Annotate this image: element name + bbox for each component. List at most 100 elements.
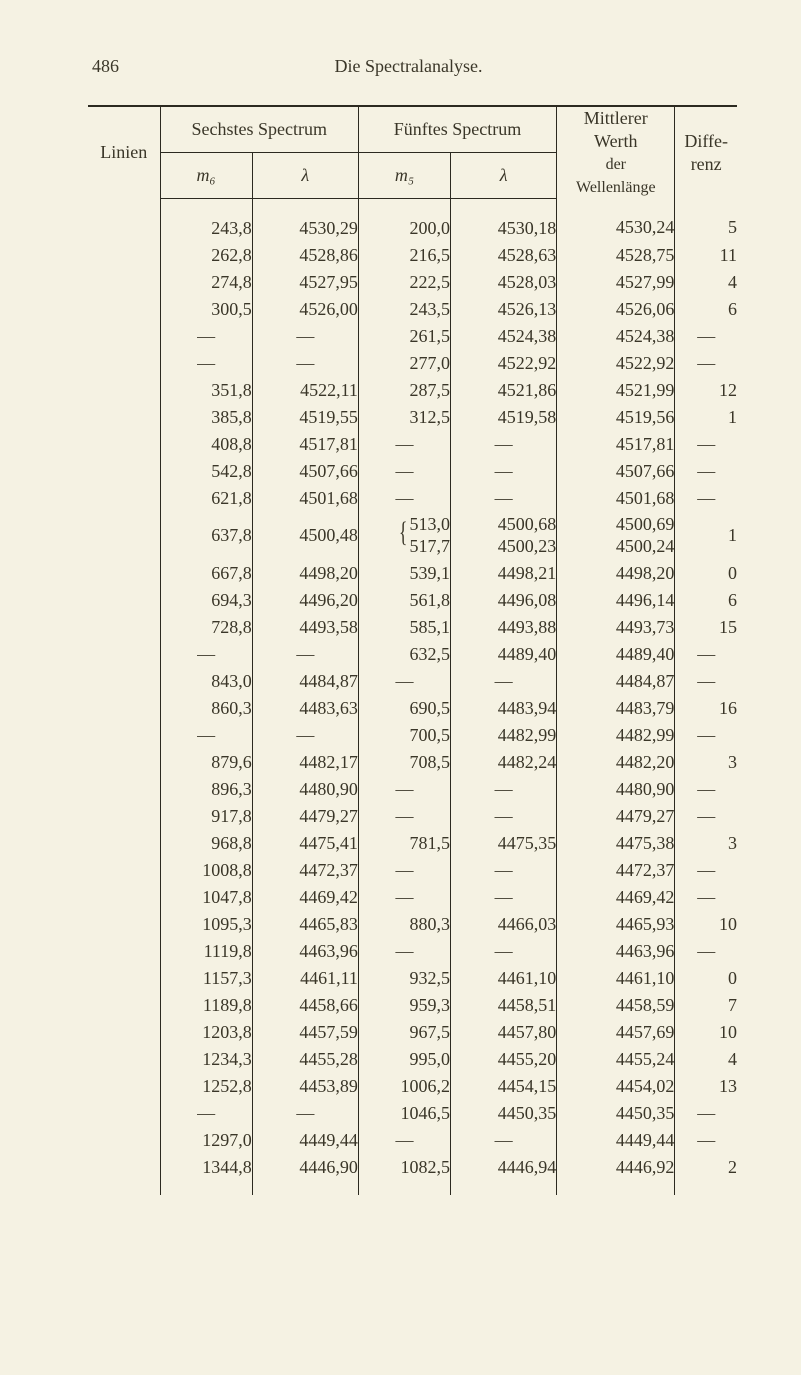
table-cell: 1344,8 bbox=[160, 1154, 252, 1181]
table-cell: 4461,10 bbox=[451, 965, 557, 992]
col-head-mittlerer: Mittlerer Werth der Wellenlänge bbox=[557, 106, 675, 198]
table-cell: 995,0 bbox=[358, 1046, 450, 1073]
table-cell: — bbox=[358, 884, 450, 911]
table-cell bbox=[88, 803, 160, 830]
table-cell bbox=[88, 350, 160, 377]
table-cell bbox=[88, 269, 160, 296]
table-cell: 4526,06 bbox=[557, 296, 675, 323]
table-cell: — bbox=[675, 803, 737, 830]
table-cell: 4479,27 bbox=[557, 803, 675, 830]
table-cell: — bbox=[451, 938, 557, 965]
table-cell: 4469,42 bbox=[252, 884, 358, 911]
table-row: 385,84519,55312,54519,584519,561 bbox=[88, 404, 737, 431]
table-cell: 4469,42 bbox=[557, 884, 675, 911]
table-cell: 312,5 bbox=[358, 404, 450, 431]
table-row: ——1046,54450,354450,35— bbox=[88, 1100, 737, 1127]
table-cell: 896,3 bbox=[160, 776, 252, 803]
table-row: 1344,84446,901082,54446,944446,922 bbox=[88, 1154, 737, 1181]
table-cell: 10 bbox=[675, 911, 737, 938]
table-cell: 4517,81 bbox=[252, 431, 358, 458]
table-cell: 12 bbox=[675, 377, 737, 404]
table-cell: 4461,10 bbox=[557, 965, 675, 992]
table-cell bbox=[88, 404, 160, 431]
table-cell: 4483,94 bbox=[451, 695, 557, 722]
table-cell: 6 bbox=[675, 296, 737, 323]
table-cell: 860,3 bbox=[160, 695, 252, 722]
table-cell: 13 bbox=[675, 1073, 737, 1100]
table-cell: — bbox=[675, 1127, 737, 1154]
table-cell: 967,5 bbox=[358, 1019, 450, 1046]
table-cell: — bbox=[451, 803, 557, 830]
table-cell: 4449,44 bbox=[252, 1127, 358, 1154]
table-row: 843,04484,87——4484,87— bbox=[88, 668, 737, 695]
table-cell: 4524,38 bbox=[557, 323, 675, 350]
table-cell: 4457,69 bbox=[557, 1019, 675, 1046]
table-row: 262,84528,86216,54528,634528,7511 bbox=[88, 242, 737, 269]
table-cell: — bbox=[675, 1100, 737, 1127]
table-row: 1008,84472,37——4472,37— bbox=[88, 857, 737, 884]
table-cell: 539,1 bbox=[358, 560, 450, 587]
table-cell: — bbox=[160, 323, 252, 350]
table-cell bbox=[88, 776, 160, 803]
table-cell: 4528,03 bbox=[451, 269, 557, 296]
table-cell: 879,6 bbox=[160, 749, 252, 776]
table-cell: 4522,92 bbox=[557, 350, 675, 377]
table-cell: — bbox=[675, 938, 737, 965]
table-cell: 2 bbox=[675, 1154, 737, 1181]
table-cell: 917,8 bbox=[160, 803, 252, 830]
col-head-m6: m₆ bbox=[160, 152, 252, 198]
table-cell: 222,5 bbox=[358, 269, 450, 296]
table-cell bbox=[88, 695, 160, 722]
table-cell: 4530,18 bbox=[451, 198, 557, 242]
table-cell: — bbox=[675, 776, 737, 803]
table-row: 1119,84463,96——4463,96— bbox=[88, 938, 737, 965]
table-cell: 385,8 bbox=[160, 404, 252, 431]
table-row: 1252,84453,891006,24454,154454,0213 bbox=[88, 1073, 737, 1100]
table-cell: 1008,8 bbox=[160, 857, 252, 884]
table-cell: 4455,28 bbox=[252, 1046, 358, 1073]
table-cell: — bbox=[451, 1127, 557, 1154]
table-cell: 6 bbox=[675, 587, 737, 614]
table-cell: 1252,8 bbox=[160, 1073, 252, 1100]
table-cell: 728,8 bbox=[160, 614, 252, 641]
table-cell: 4530,24 bbox=[557, 198, 675, 242]
table-row: ——277,04522,924522,92— bbox=[88, 350, 737, 377]
table-row: 1095,34465,83880,34466,034465,9310 bbox=[88, 911, 737, 938]
table-cell: 880,3 bbox=[358, 911, 450, 938]
table-cell: — bbox=[675, 350, 737, 377]
col-head-linien: Linien bbox=[88, 106, 160, 198]
col-head-differenz: Diffe- renz bbox=[675, 106, 737, 198]
table-cell: 4496,08 bbox=[451, 587, 557, 614]
table-cell: — bbox=[451, 458, 557, 485]
table-cell: 262,8 bbox=[160, 242, 252, 269]
table-cell: 4 bbox=[675, 1046, 737, 1073]
table-row: 860,34483,63690,54483,944483,7916 bbox=[88, 695, 737, 722]
table-cell: 4465,93 bbox=[557, 911, 675, 938]
table-row: 274,84527,95222,54528,034527,994 bbox=[88, 269, 737, 296]
table-cell: 3 bbox=[675, 830, 737, 857]
table-cell: — bbox=[358, 431, 450, 458]
table-cell: 1189,8 bbox=[160, 992, 252, 1019]
table-cell: 4500,694500,24 bbox=[557, 512, 675, 560]
table-cell: 1 bbox=[675, 512, 737, 560]
table-cell bbox=[88, 749, 160, 776]
table-cell: 4482,24 bbox=[451, 749, 557, 776]
table-row: 1203,84457,59967,54457,804457,6910 bbox=[88, 1019, 737, 1046]
table-cell: 585,1 bbox=[358, 614, 450, 641]
table-row: 694,34496,20561,84496,084496,146 bbox=[88, 587, 737, 614]
table-cell bbox=[88, 512, 160, 560]
table-row: 667,84498,20539,14498,214498,200 bbox=[88, 560, 737, 587]
table-row: 300,54526,00243,54526,134526,066 bbox=[88, 296, 737, 323]
table-cell: — bbox=[675, 884, 737, 911]
table-cell: 1095,3 bbox=[160, 911, 252, 938]
table-cell bbox=[88, 560, 160, 587]
table-cell: — bbox=[358, 668, 450, 695]
table-cell: 637,8 bbox=[160, 512, 252, 560]
table-cell: 4496,20 bbox=[252, 587, 358, 614]
col-head-m5: m₅ bbox=[358, 152, 450, 198]
table-cell: 7 bbox=[675, 992, 737, 1019]
table-cell: — bbox=[451, 485, 557, 512]
table-cell: — bbox=[675, 722, 737, 749]
table-cell: 4450,35 bbox=[451, 1100, 557, 1127]
table-cell: 1297,0 bbox=[160, 1127, 252, 1154]
